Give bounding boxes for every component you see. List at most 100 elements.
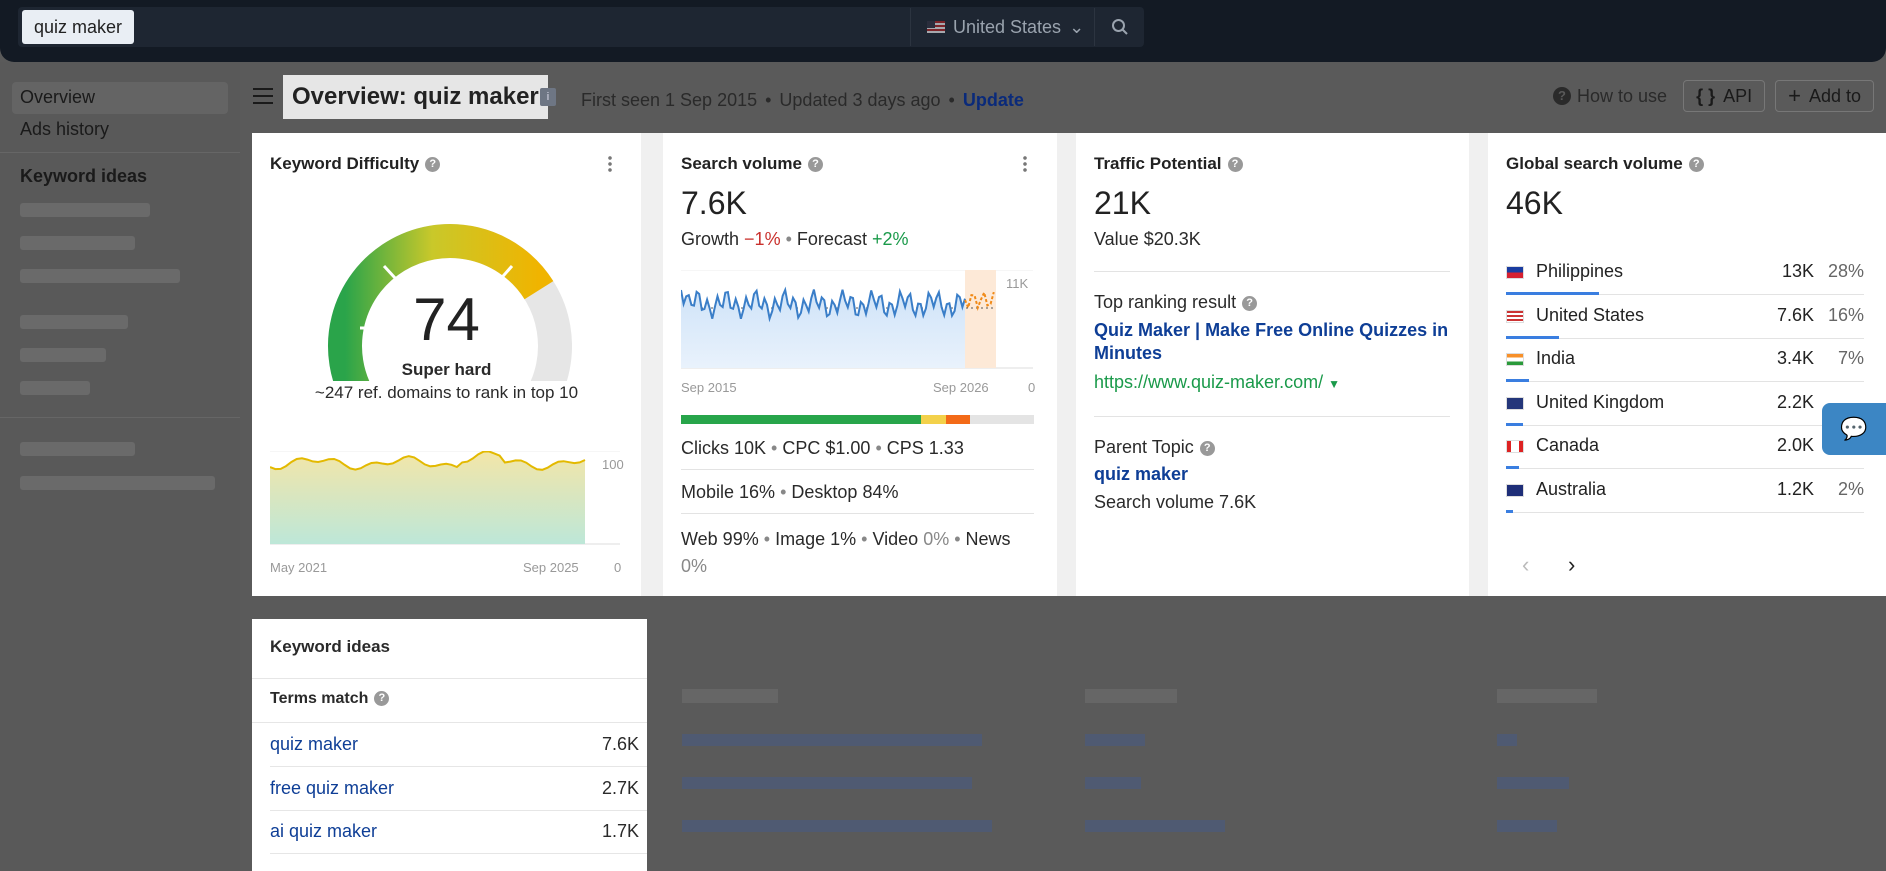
country-volume: 7.6K: [1776, 304, 1814, 325]
more-icon[interactable]: [608, 155, 612, 173]
keyword-idea-link[interactable]: quiz maker: [270, 734, 359, 754]
sidebar-item-blurred[interactable]: [20, 442, 135, 456]
info-badge[interactable]: i: [540, 88, 556, 106]
country-name: India: [1536, 348, 1576, 368]
search-query-chip[interactable]: quiz maker: [22, 10, 135, 44]
prev-page-icon[interactable]: ‹: [1522, 552, 1530, 577]
sidebar-item-blurred[interactable]: [20, 315, 128, 329]
api-button[interactable]: { } API: [1683, 80, 1766, 112]
how-to-use-label: How to use: [1577, 85, 1668, 106]
country-row[interactable]: Australia 1.2K 2%: [1506, 469, 1864, 513]
blurred-link[interactable]: [1085, 820, 1225, 832]
blurred-link[interactable]: [682, 734, 982, 746]
terms-match-label: Terms match?: [270, 690, 390, 708]
kd-label: Super hard: [401, 360, 492, 379]
country-volume: 2.2K: [1776, 391, 1814, 412]
help-icon[interactable]: ?: [1199, 440, 1215, 456]
keyword-idea-link[interactable]: ai quiz maker: [270, 821, 378, 841]
sidebar-item-blurred[interactable]: [20, 203, 150, 217]
keyword-ideas-title: Keyword ideas: [270, 637, 390, 656]
country-select[interactable]: United States ⌄: [910, 8, 1095, 46]
divider: [252, 678, 647, 679]
header-actions: ? How to use { } API + Add to: [1553, 80, 1874, 112]
blurred-link[interactable]: [1085, 734, 1145, 746]
keyword-idea-link[interactable]: free quiz maker: [270, 777, 395, 798]
country-flag-icon: [1506, 266, 1524, 279]
blurred-link[interactable]: [1085, 777, 1141, 789]
blurred-link[interactable]: [682, 820, 992, 832]
blurred-link[interactable]: [682, 777, 972, 789]
country-row[interactable]: United Kingdom 2.2K: [1506, 382, 1864, 426]
country-share-bar: [1506, 335, 1560, 339]
how-to-use-link[interactable]: ? How to use: [1553, 86, 1667, 107]
top-ranking-link[interactable]: Quiz Maker | Make Free Online Quizzes in…: [1094, 320, 1449, 363]
sidebar-item-blurred[interactable]: [20, 381, 90, 395]
overview-cards: Keyword Difficulty? 74 Super hard ~247 r…: [252, 133, 1886, 596]
top-bar: quiz maker United States ⌄: [0, 0, 1886, 62]
help-icon[interactable]: ?: [425, 157, 441, 173]
help-icon[interactable]: ?: [374, 691, 390, 707]
help-icon[interactable]: ?: [1688, 157, 1704, 173]
search-button[interactable]: [1096, 8, 1144, 46]
more-icon[interactable]: [1023, 155, 1027, 173]
country-volume: 2.0K: [1776, 435, 1814, 455]
help-icon[interactable]: ?: [1227, 157, 1243, 173]
top-ranking-url[interactable]: https://www.quiz-maker.com/ ▼: [1094, 372, 1340, 392]
country-name: United Kingdom: [1536, 391, 1665, 412]
blurred-link[interactable]: [1497, 734, 1517, 746]
tp-value-text: Value $20.3K: [1094, 229, 1201, 249]
menu-icon[interactable]: [253, 88, 273, 104]
help-icon[interactable]: ?: [807, 157, 823, 173]
sidebar-item-blurred[interactable]: [20, 348, 106, 362]
sidebar: Overview Ads history Keyword ideas: [0, 62, 240, 871]
sv-chart-ymin: 0: [1028, 380, 1036, 395]
keyword-ideas-card: Keyword ideas Terms match? quiz maker 7.6…: [252, 619, 647, 871]
sv-value: 7.6K: [681, 185, 747, 221]
sv-history-chart: [681, 270, 1033, 369]
parent-topic-link[interactable]: quiz maker: [1094, 464, 1189, 484]
country-share-bar: [1506, 292, 1600, 295]
keyword-search-box[interactable]: [18, 7, 1144, 47]
add-to-button[interactable]: + Add to: [1775, 80, 1874, 112]
country-percent: 7%: [1837, 348, 1864, 368]
meta-separator: •: [765, 90, 772, 110]
country-percent: 28%: [1827, 261, 1864, 281]
forecast-region: [965, 270, 996, 368]
sidebar-section-keyword-ideas[interactable]: Keyword ideas: [20, 166, 148, 186]
sv-chart-ymax: 11K: [1006, 276, 1029, 291]
divider: [252, 722, 647, 723]
column-header-blurred: [1497, 689, 1597, 703]
chevron-down-icon: ⌄: [1069, 16, 1085, 37]
country-row[interactable]: United States 7.6K 16%: [1506, 295, 1864, 339]
country-name: Philippines: [1536, 261, 1624, 281]
sidebar-item-blurred[interactable]: [20, 269, 180, 283]
country-percent: 2%: [1837, 478, 1864, 499]
update-link[interactable]: Update: [962, 90, 1024, 110]
sidebar-item-blurred[interactable]: [20, 236, 135, 250]
sv-chart-xend: Sep 2026: [933, 380, 989, 395]
top-ranking-label: Top ranking result?: [1094, 292, 1258, 313]
sidebar-item-blurred[interactable]: [20, 476, 215, 490]
help-icon[interactable]: ?: [1242, 295, 1258, 311]
gsv-value: 46K: [1506, 185, 1563, 221]
tp-value: 21K: [1094, 185, 1151, 221]
divider: [1094, 271, 1450, 272]
chat-help-button[interactable]: 💬: [1822, 403, 1886, 455]
country-volume: 3.4K: [1776, 348, 1814, 368]
country-flag-icon: [1506, 309, 1524, 323]
sidebar-item-ads-history[interactable]: Ads history: [20, 119, 110, 139]
country-row[interactable]: India 3.4K 7%: [1506, 338, 1864, 382]
sidebar-item-overview[interactable]: Overview: [20, 87, 96, 107]
country-row[interactable]: Philippines 13K 28%: [1506, 251, 1864, 295]
first-seen-text: First seen 1 Sep 2015: [581, 90, 758, 110]
blurred-link[interactable]: [1497, 820, 1557, 832]
blurred-link[interactable]: [1497, 777, 1569, 789]
next-page-icon[interactable]: ›: [1568, 552, 1576, 577]
country-volume: 13K: [1781, 261, 1814, 281]
kd-title: Keyword Difficulty?: [270, 154, 441, 174]
keyword-idea-volume: 1.7K: [601, 821, 639, 841]
page-header: Overview: quiz maker i First seen 1 Sep …: [240, 62, 1886, 132]
click-split-paid: [945, 415, 971, 424]
kd-history-chart: [270, 451, 620, 545]
